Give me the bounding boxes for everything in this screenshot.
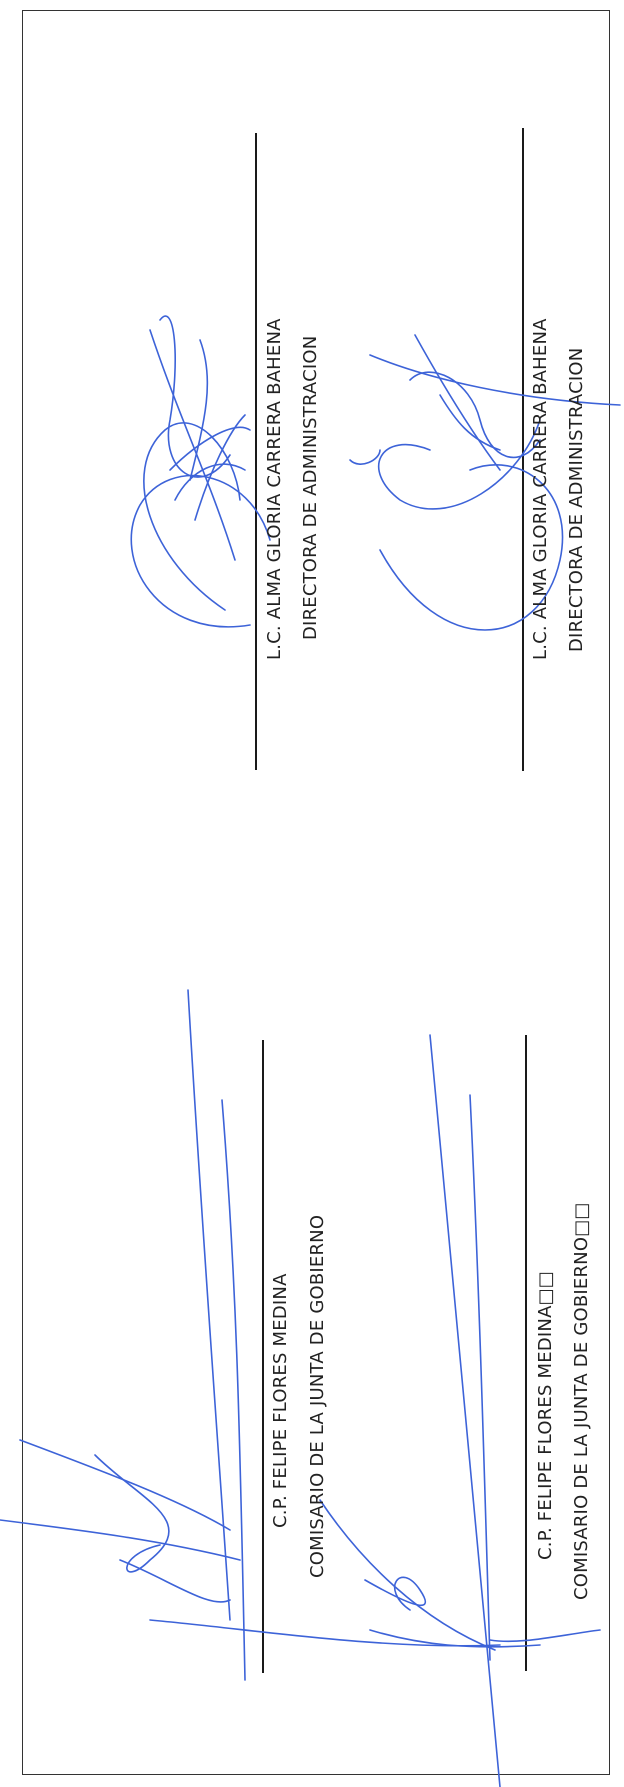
signature-line-comisario-1: [262, 1040, 264, 1673]
signature-line-comisario-2: [525, 1035, 527, 1671]
signatory-name-admin-1: L.C. ALMA GLORIA CARRERA BAHENA: [264, 318, 285, 660]
signatory-title-admin-1: DIRECTORA DE ADMINISTRACION: [300, 335, 321, 640]
signatory-name-comisario-2: C.P. FELIPE FLORES MEDINA□□: [535, 1271, 556, 1560]
signatory-name-comisario-1: C.P. FELIPE FLORES MEDINA: [270, 1273, 291, 1528]
signature-line-admin-2: [522, 128, 524, 771]
signature-line-admin-1: [255, 133, 257, 770]
signatory-title-admin-2: DIRECTORA DE ADMINISTRACION: [566, 347, 587, 652]
signatory-name-admin-2: L.C. ALMA GLORIA CARRERA BAHENA: [530, 318, 551, 660]
signatory-title-comisario-1: COMISARIO DE LA JUNTA DE GOBIERNO: [307, 1214, 328, 1578]
signatory-title-comisario-2: COMISARIO DE LA JUNTA DE GOBIERNO□□: [571, 1202, 592, 1600]
page-border: [22, 10, 610, 1775]
